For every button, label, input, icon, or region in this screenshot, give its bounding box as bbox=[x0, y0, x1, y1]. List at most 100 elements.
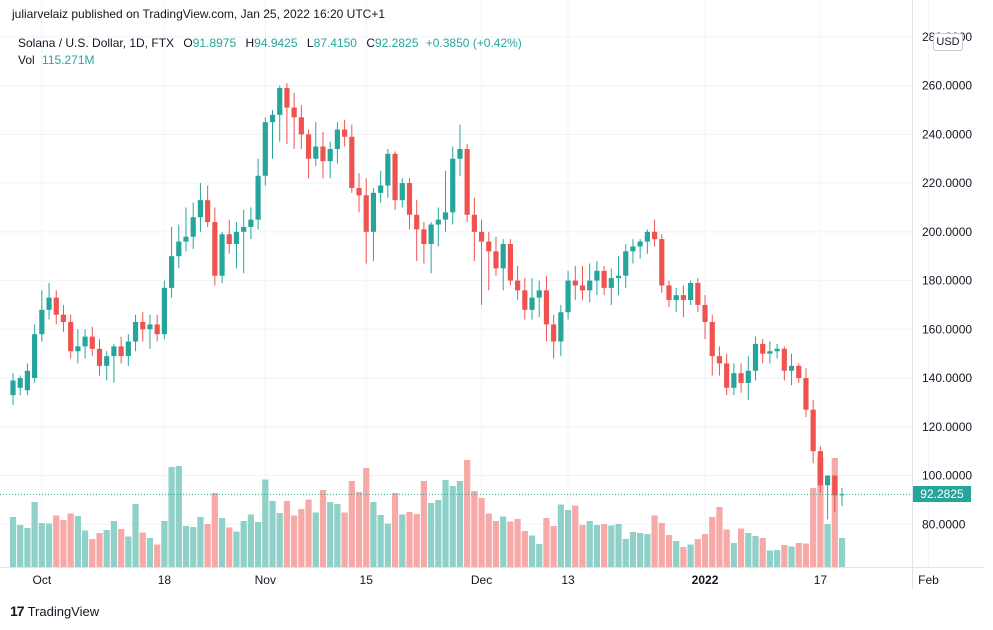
symbol-name[interactable]: Solana / U.S. Dollar, 1D, FTX bbox=[18, 36, 175, 50]
price-tick-label: 180.0000 bbox=[922, 274, 972, 288]
time-tick-label: 13 bbox=[561, 573, 575, 587]
price-axis[interactable]: 80.0000 100.0000 120.0000 140.0000 160.0000 1… bbox=[922, 30, 972, 531]
price-tick-label: 160.0000 bbox=[922, 322, 972, 336]
candle-body bbox=[486, 241, 492, 252]
volume-bar bbox=[435, 500, 442, 567]
candle-body bbox=[601, 270, 607, 288]
tradingview-brand-text[interactable]: TradingView bbox=[27, 603, 100, 619]
candle-body bbox=[637, 241, 643, 247]
volume-bar bbox=[795, 543, 802, 567]
candle-body bbox=[168, 256, 175, 288]
volume-bar bbox=[817, 457, 824, 567]
volume-bar bbox=[298, 509, 305, 567]
volume-bar bbox=[45, 523, 53, 567]
price-tick-label: 100.0000 bbox=[922, 469, 972, 483]
volume-bar bbox=[190, 527, 197, 567]
volume-bar bbox=[543, 518, 550, 567]
volume-bar bbox=[680, 547, 687, 567]
volume-bar bbox=[564, 510, 572, 567]
close-label: C bbox=[366, 36, 375, 50]
volume-bar bbox=[175, 466, 182, 567]
volume-label[interactable]: Vol bbox=[18, 53, 35, 67]
candle-body bbox=[75, 346, 81, 352]
candle-body bbox=[255, 175, 261, 220]
candle-body bbox=[219, 234, 225, 276]
volume-bar bbox=[269, 501, 276, 567]
candle-body bbox=[226, 234, 232, 245]
price-tick-label: 240.0000 bbox=[922, 127, 972, 141]
volume-bar bbox=[644, 534, 651, 567]
close-value: 92.2825 bbox=[374, 36, 419, 50]
high-value: 94.9425 bbox=[254, 36, 298, 50]
candle-body bbox=[493, 251, 499, 269]
volume-bar bbox=[38, 523, 45, 567]
change-value: +0.3850 (+0.42%) bbox=[425, 36, 522, 50]
volume-bar bbox=[53, 515, 60, 567]
volume-bar bbox=[478, 498, 485, 567]
candle-body bbox=[572, 280, 578, 286]
volume-bar bbox=[694, 539, 701, 567]
currency-button[interactable]: USD bbox=[933, 33, 963, 51]
candle-body bbox=[507, 244, 513, 281]
candle-body bbox=[471, 214, 477, 232]
volume-bar bbox=[370, 502, 377, 567]
volume-bar bbox=[182, 526, 190, 567]
price-tick-label: 260.0000 bbox=[922, 79, 972, 93]
volume-bar bbox=[572, 505, 579, 567]
footer-brand: 17 TradingView bbox=[10, 603, 99, 619]
last-price-badge: 92.2825 bbox=[913, 486, 971, 503]
candle-body bbox=[796, 365, 802, 379]
candle-body bbox=[615, 275, 622, 279]
candle-body bbox=[205, 200, 211, 223]
candle-body bbox=[428, 224, 434, 245]
volume-bar bbox=[507, 521, 514, 567]
candle-body bbox=[457, 148, 463, 159]
candle-body bbox=[760, 343, 766, 354]
volume-bar bbox=[673, 541, 680, 567]
candle-body bbox=[464, 148, 470, 215]
volume-bar bbox=[651, 515, 658, 567]
candle-body bbox=[378, 185, 384, 193]
volume-bar bbox=[665, 535, 673, 567]
volume-bar bbox=[514, 519, 521, 567]
published-header: juliarvelaiz published on TradingView.co… bbox=[12, 7, 386, 21]
candle-body bbox=[478, 231, 485, 242]
candle-body bbox=[140, 321, 146, 330]
volume-bar bbox=[312, 512, 319, 567]
volume-bar bbox=[81, 530, 89, 567]
volume-bar bbox=[420, 481, 427, 567]
volume-bar bbox=[413, 514, 420, 567]
candle-body bbox=[659, 239, 665, 286]
volume-bar bbox=[464, 460, 471, 567]
candle-body bbox=[154, 324, 160, 335]
candle-body bbox=[774, 348, 780, 352]
volume-bar bbox=[838, 538, 846, 567]
time-axis[interactable]: Oct 18 Nov 15 Dec 13 2022 17 Feb bbox=[32, 573, 939, 587]
candlesticks bbox=[10, 83, 845, 520]
candle-body bbox=[399, 183, 405, 201]
candle-body bbox=[320, 146, 326, 162]
volume-bar bbox=[283, 501, 291, 567]
candle-body bbox=[803, 378, 809, 410]
volume-bar bbox=[17, 525, 24, 567]
candle-body bbox=[414, 214, 420, 230]
price-tick-label: 220.0000 bbox=[922, 176, 972, 190]
volume-bar bbox=[557, 504, 564, 567]
candle-body bbox=[421, 229, 427, 245]
time-tick-label: 18 bbox=[158, 573, 172, 587]
volume-bar bbox=[9, 517, 17, 567]
volume-bar bbox=[254, 522, 262, 567]
candle-body bbox=[241, 226, 247, 232]
volume-bar bbox=[118, 529, 125, 567]
volume-bar bbox=[96, 533, 103, 567]
time-tick-label: Oct bbox=[32, 573, 51, 587]
volume-bar bbox=[291, 515, 298, 567]
candle-body bbox=[529, 297, 535, 310]
volume-bar bbox=[586, 521, 593, 567]
volume-bar bbox=[709, 517, 716, 567]
volume-bar bbox=[399, 514, 406, 567]
volume-bar bbox=[622, 539, 629, 567]
candle-body bbox=[298, 117, 304, 135]
volume-bar bbox=[802, 543, 810, 567]
